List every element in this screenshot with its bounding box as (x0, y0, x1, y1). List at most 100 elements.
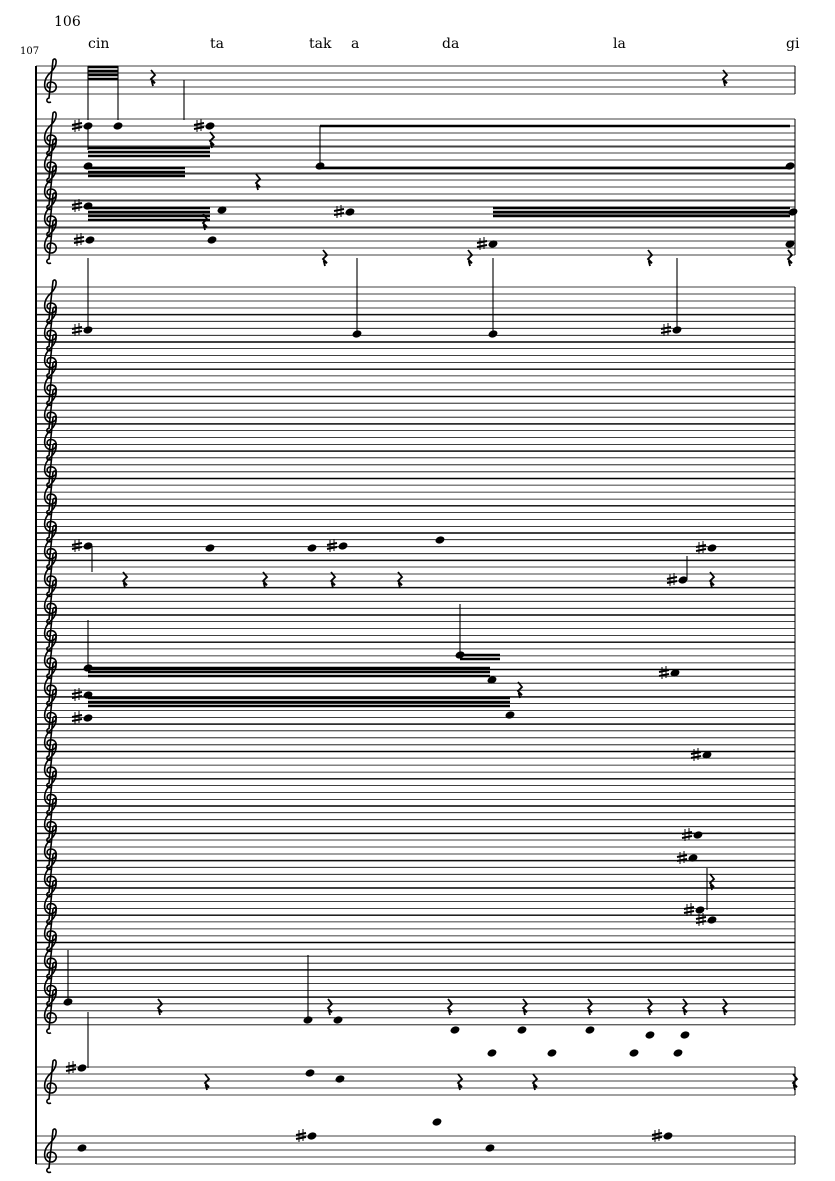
notehead (505, 711, 515, 719)
notehead (435, 536, 445, 544)
notehead (629, 1049, 639, 1057)
treble-clef-icon (43, 907, 58, 953)
notehead (707, 916, 717, 924)
notehead (83, 664, 93, 672)
treble-clef-icon (43, 661, 58, 707)
notehead (83, 202, 93, 210)
notehead (670, 669, 680, 677)
notehead (335, 1075, 345, 1083)
treble-clef-icon (43, 192, 58, 238)
notehead (785, 162, 795, 170)
notehead (83, 714, 93, 722)
sharp-icon (651, 1129, 663, 1142)
sharp-icon (333, 205, 345, 218)
treble-clef-icon (43, 58, 58, 104)
treble-clef-icon (43, 1059, 58, 1105)
notehead (487, 676, 497, 684)
sharp-icon (658, 666, 670, 679)
notehead (83, 542, 93, 550)
notehead (585, 1026, 595, 1034)
notehead (338, 542, 348, 550)
notehead (207, 236, 217, 244)
lyric-syllable: la (613, 36, 626, 52)
treble-clef-icon (43, 579, 58, 625)
quarter-rest-icon (446, 998, 454, 1016)
sharp-icon (326, 539, 338, 552)
notehead (307, 1132, 317, 1140)
notehead (307, 544, 317, 552)
lyric-syllable: gi (786, 36, 800, 52)
notehead (333, 1016, 343, 1024)
sharp-icon (695, 541, 707, 554)
treble-clef-icon (43, 961, 58, 1007)
quarter-rest-icon (396, 571, 404, 589)
quarter-rest-icon (326, 998, 334, 1016)
notehead (785, 240, 795, 248)
quarter-rest-icon (208, 131, 216, 149)
sharp-icon (193, 119, 205, 132)
sharp-icon (71, 323, 83, 336)
treble-clef-icon (43, 879, 58, 925)
treble-clef-icon (43, 716, 58, 762)
notehead (678, 576, 688, 584)
quarter-rest-icon (646, 998, 654, 1016)
sharp-icon (690, 748, 702, 761)
treble-clef-icon (43, 770, 58, 816)
quarter-rest-icon (254, 173, 262, 191)
sharp-icon (676, 851, 688, 864)
quarter-rest-icon (201, 213, 209, 231)
treble-clef-icon (43, 279, 58, 325)
quarter-rest-icon (521, 998, 529, 1016)
notehead (517, 1026, 527, 1034)
notehead (205, 544, 215, 552)
notehead (673, 1049, 683, 1057)
quarter-rest-icon (321, 249, 329, 267)
notehead (83, 162, 93, 170)
quarter-rest-icon (156, 998, 164, 1016)
sharp-icon (71, 199, 83, 212)
treble-clef-icon (43, 361, 58, 407)
notehead (663, 1132, 673, 1140)
quarter-rest-icon (466, 249, 474, 267)
notehead (63, 998, 73, 1006)
treble-clef-icon (43, 138, 58, 184)
quarter-rest-icon (516, 681, 524, 699)
notehead (485, 1144, 495, 1152)
treble-clef-icon (43, 552, 58, 598)
sharp-icon (476, 237, 488, 250)
lyric-syllable: da (442, 36, 460, 52)
sharp-icon (666, 573, 678, 586)
treble-clef-icon (43, 634, 58, 680)
notehead (303, 1016, 313, 1024)
notehead (695, 906, 705, 914)
notehead (488, 240, 498, 248)
quarter-rest-icon (721, 69, 729, 87)
notehead (113, 122, 123, 130)
bar-number: 107 (20, 46, 40, 57)
notehead (547, 1049, 557, 1057)
treble-clef-icon (43, 219, 58, 265)
notehead (788, 208, 798, 216)
notehead (707, 544, 717, 552)
treble-clef-icon (43, 989, 58, 1035)
treble-clef-icon (43, 443, 58, 489)
quarter-rest-icon (586, 998, 594, 1016)
quarter-rest-icon (149, 69, 157, 87)
notehead (450, 1026, 460, 1034)
sharp-icon (295, 1129, 307, 1142)
notehead (85, 236, 95, 244)
sharp-icon (65, 1061, 77, 1074)
quarter-rest-icon (708, 873, 716, 891)
sharp-icon (73, 233, 85, 246)
lyric-syllable: ta (210, 36, 224, 52)
notehead (487, 1049, 497, 1057)
notehead (672, 326, 682, 334)
notehead (77, 1064, 87, 1072)
treble-clef-icon (43, 497, 58, 543)
sharp-icon (660, 323, 672, 336)
quarter-rest-icon (681, 998, 689, 1016)
treble-clef-icon (43, 606, 58, 652)
lyric-syllable: a (351, 36, 360, 52)
notehead (645, 1031, 655, 1039)
